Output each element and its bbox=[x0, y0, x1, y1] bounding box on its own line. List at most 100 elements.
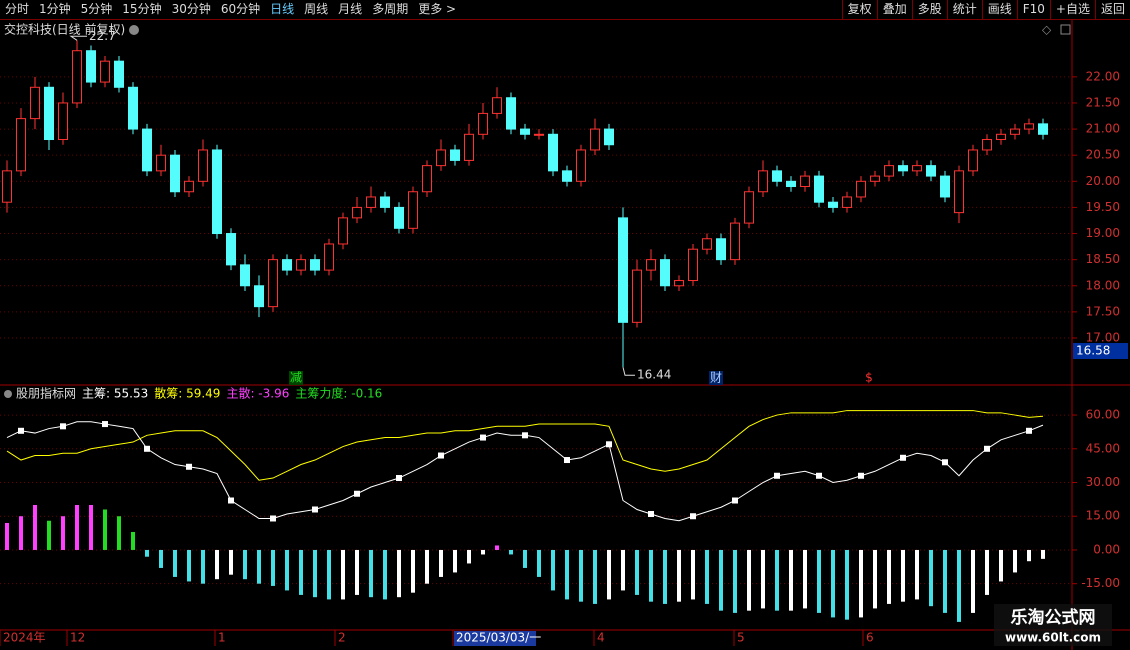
histogram-bar bbox=[677, 549, 681, 602]
toolbar-button[interactable]: 月线 bbox=[338, 2, 363, 16]
toolbar-button[interactable]: F10 bbox=[1016, 0, 1050, 19]
date-label: 5 bbox=[737, 631, 745, 645]
candle-body bbox=[338, 217, 348, 245]
candle-body bbox=[926, 165, 936, 177]
toolbar-button[interactable]: 5分钟 bbox=[80, 2, 113, 16]
cursor-price-box bbox=[1073, 343, 1128, 359]
line-marker bbox=[564, 457, 570, 464]
legend-entry: 主散: -3.96 bbox=[226, 386, 289, 401]
histogram-bar bbox=[33, 504, 37, 550]
histogram-bar bbox=[985, 549, 989, 595]
histogram-bar bbox=[187, 549, 191, 582]
histogram-bar bbox=[481, 549, 485, 555]
toolbar-button[interactable]: 复权 bbox=[841, 0, 877, 19]
y-tick-label: 17.50 bbox=[1086, 304, 1120, 318]
y-tick-label: 19.50 bbox=[1086, 200, 1120, 214]
y-tick-label: 21.00 bbox=[1086, 122, 1120, 136]
histogram-bar bbox=[145, 549, 149, 557]
toolbar-button[interactable]: 周线 bbox=[304, 2, 329, 16]
line-marker bbox=[186, 463, 192, 470]
candle-body bbox=[996, 133, 1006, 141]
line-marker bbox=[18, 427, 24, 434]
toolbar-button[interactable]: 叠加 bbox=[876, 0, 912, 19]
histogram-bar bbox=[817, 549, 821, 613]
histogram-bar bbox=[453, 549, 457, 573]
histogram-bar bbox=[579, 549, 583, 602]
line-marker bbox=[942, 459, 948, 466]
line-marker bbox=[606, 441, 612, 448]
legend-entry: 股朋指标网 bbox=[16, 386, 76, 401]
histogram-bar bbox=[537, 549, 541, 577]
legend-entry: 主筹: 55.53 bbox=[82, 387, 148, 401]
toolbar-button[interactable]: 1分钟 bbox=[39, 2, 71, 16]
legend-entry: 散筹: 59.49 bbox=[154, 386, 220, 401]
histogram-bar bbox=[285, 549, 289, 591]
candle-body bbox=[674, 280, 684, 287]
low-label: 16.44 bbox=[637, 368, 671, 382]
candle-body bbox=[604, 128, 614, 146]
histogram-bar bbox=[5, 522, 9, 550]
candle-body bbox=[506, 97, 516, 130]
histogram-bar bbox=[201, 549, 205, 584]
toolbar-button[interactable]: 30分钟 bbox=[171, 2, 211, 16]
line-marker bbox=[102, 421, 108, 428]
annotation-leader bbox=[69, 35, 87, 41]
icon[interactable]: ◇ bbox=[1042, 23, 1052, 37]
histogram-bar bbox=[341, 549, 345, 600]
line-marker bbox=[900, 454, 906, 461]
toolbar-button[interactable]: 日线 bbox=[270, 2, 295, 16]
histogram-bar bbox=[887, 549, 891, 604]
candle-body bbox=[198, 149, 208, 182]
toolbar-button[interactable]: 返回 bbox=[1094, 0, 1130, 19]
y-tick-label: 17.00 bbox=[1086, 330, 1120, 344]
toolbar-button[interactable]: 多股 bbox=[911, 0, 947, 19]
histogram-bar bbox=[411, 549, 415, 593]
y-tick-label: 19.00 bbox=[1086, 226, 1120, 240]
histogram-bar bbox=[915, 549, 919, 600]
histogram-bar bbox=[873, 549, 877, 609]
candle-body bbox=[72, 50, 82, 104]
histogram-bar bbox=[747, 549, 751, 611]
candle-body bbox=[422, 165, 432, 193]
line-marker bbox=[60, 423, 66, 430]
toolbar-button[interactable]: 分时 bbox=[5, 2, 30, 16]
candle-body bbox=[688, 248, 698, 282]
histogram-bar bbox=[719, 549, 723, 611]
toolbar-button[interactable]: 15分钟 bbox=[122, 2, 162, 16]
histogram-bar bbox=[705, 549, 709, 604]
candle-body bbox=[408, 191, 418, 229]
date-label: 12 bbox=[70, 631, 85, 645]
candle-body bbox=[170, 154, 180, 193]
date-axis: 2024年 12 1 2 2025/03/03/一 4 5 6 bbox=[0, 630, 874, 646]
toolbar-button[interactable]: +自选 bbox=[1049, 0, 1095, 19]
toolbar-button[interactable]: 画线 bbox=[981, 0, 1017, 19]
candle-body bbox=[786, 180, 796, 188]
candle-body bbox=[44, 86, 54, 141]
toolbar-button[interactable]: 多周期 bbox=[372, 2, 409, 16]
histogram-bar bbox=[789, 549, 793, 611]
histogram-bar bbox=[929, 549, 933, 607]
icon[interactable] bbox=[1060, 24, 1071, 35]
candle-body bbox=[548, 133, 558, 172]
menu-icon[interactable] bbox=[4, 390, 12, 398]
date-label: 2025/03/03/一 bbox=[456, 631, 541, 645]
histogram-bar bbox=[1041, 549, 1045, 559]
line-marker bbox=[774, 472, 780, 479]
candle-body bbox=[646, 259, 656, 271]
line-marker bbox=[984, 445, 990, 452]
toolbar-button[interactable]: 60分钟 bbox=[220, 2, 261, 16]
candle-body bbox=[268, 259, 278, 308]
candle-body bbox=[954, 170, 964, 214]
candle-body bbox=[226, 233, 236, 266]
candle-body bbox=[744, 191, 754, 224]
histogram-bar bbox=[369, 549, 373, 598]
candle-body bbox=[1024, 123, 1034, 130]
toolbar-button[interactable]: 统计 bbox=[946, 0, 982, 19]
histogram-bar bbox=[19, 516, 23, 550]
histogram-bar bbox=[999, 549, 1003, 582]
menu-icon[interactable] bbox=[129, 25, 139, 35]
toolbar-button[interactable]: 更多 > bbox=[418, 2, 457, 16]
histogram-bar bbox=[61, 516, 65, 550]
y-tick-label: 20.50 bbox=[1086, 148, 1120, 162]
cursor-price: 16.58 bbox=[1076, 344, 1110, 358]
